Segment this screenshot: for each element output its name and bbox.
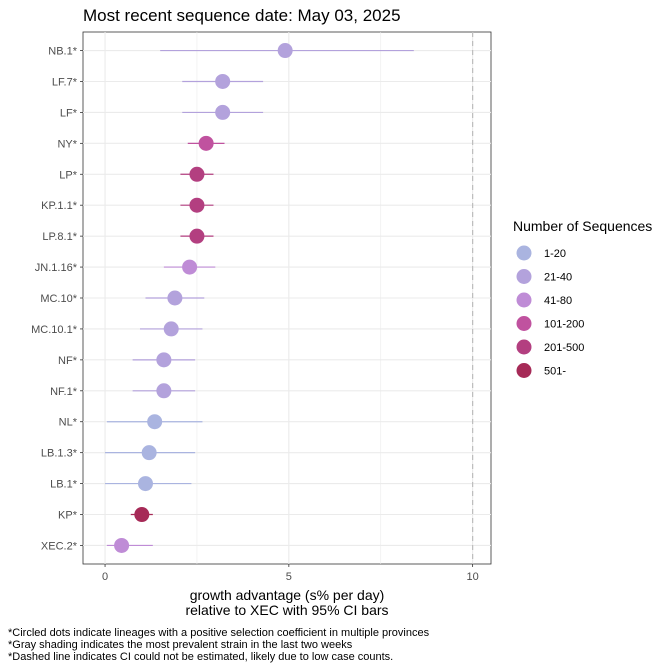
data-points (105, 43, 414, 553)
data-point (167, 290, 183, 306)
legend-swatch (516, 339, 532, 355)
data-point (189, 166, 205, 182)
data-point (277, 43, 293, 59)
y-tick-labels: NB.1* LF.7* LF* NY* LP* KP.1.1* LP.8.1* JN.1.16… (31, 46, 83, 552)
y-tick-label: XEC.2* (41, 540, 78, 552)
legend-swatch (516, 292, 532, 308)
chart-title: Most recent sequence date: May 03, 2025 (83, 6, 401, 25)
y-tick-label: LF.7* (52, 76, 78, 88)
legend-swatch (516, 245, 532, 261)
data-point (215, 104, 231, 120)
x-axis-label: growth advantage (s% per day) (190, 587, 385, 603)
data-point (134, 507, 150, 523)
data-point (198, 135, 214, 151)
data-point (189, 197, 205, 213)
legend-label: 41-80 (544, 295, 572, 307)
legend-label: 1-20 (544, 248, 566, 260)
legend-swatch (516, 316, 532, 331)
legend-label: 101-200 (544, 319, 584, 331)
x-axis-sublabel: relative to XEC with 95% CI bars (185, 602, 388, 618)
y-tick-label: MC.10* (40, 293, 77, 305)
y-tick-label: LB.1.3* (41, 448, 78, 460)
x-tick-label: 10 (466, 571, 478, 583)
x-tick-label: 5 (286, 571, 292, 583)
data-point (215, 73, 231, 89)
data-point (156, 352, 172, 368)
x-tick-labels: 0 5 10 (102, 564, 479, 583)
y-tick-label: NF* (58, 355, 78, 367)
data-point (156, 383, 172, 399)
footnote-2: *Gray shading indicates the most prevale… (8, 639, 353, 651)
legend-label: 201-500 (544, 342, 584, 354)
y-tick-label: LB.1* (50, 479, 78, 491)
legend-swatch (516, 363, 532, 378)
y-tick-label: MC.10.1* (31, 324, 78, 336)
data-point (147, 414, 163, 430)
y-tick-label: LF* (60, 107, 78, 119)
y-tick-label: KP* (58, 510, 78, 522)
y-tick-label: NY* (57, 138, 77, 150)
y-tick-label: LP.8.1* (42, 231, 77, 243)
data-point (182, 259, 198, 275)
data-point (189, 228, 205, 244)
y-tick-label: NL* (59, 417, 78, 429)
data-point (114, 537, 130, 553)
footnote-3: *Dashed line indicates CI could not be e… (8, 651, 393, 663)
legend-label: 501- (544, 366, 566, 378)
data-point (137, 476, 153, 492)
y-tick-label: NB.1* (48, 46, 77, 58)
legend-title: Number of Sequences (513, 218, 652, 234)
x-tick-label: 0 (102, 571, 108, 583)
legend-label: 21-40 (544, 272, 572, 284)
data-point (141, 445, 157, 461)
legend-swatch (516, 269, 532, 284)
footnote-1: *Circled dots indicate lineages with a p… (8, 627, 430, 639)
y-tick-label: KP.1.1* (41, 200, 78, 212)
y-tick-label: NF.1* (50, 386, 78, 398)
legend: 1-20 21-40 41-80 101-200 201-500 501- (516, 245, 584, 378)
y-tick-label: JN.1.16* (35, 262, 78, 274)
y-tick-label: LP* (59, 169, 77, 181)
data-point (163, 321, 179, 337)
